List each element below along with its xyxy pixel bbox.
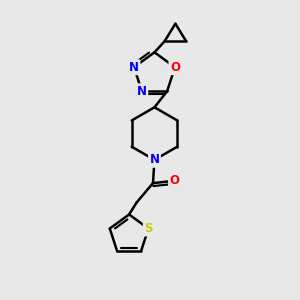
Text: O: O — [169, 174, 179, 187]
Text: O: O — [170, 61, 180, 74]
Text: S: S — [144, 222, 153, 235]
Text: N: N — [137, 85, 147, 98]
Text: N: N — [129, 61, 139, 74]
Text: N: N — [149, 153, 160, 167]
